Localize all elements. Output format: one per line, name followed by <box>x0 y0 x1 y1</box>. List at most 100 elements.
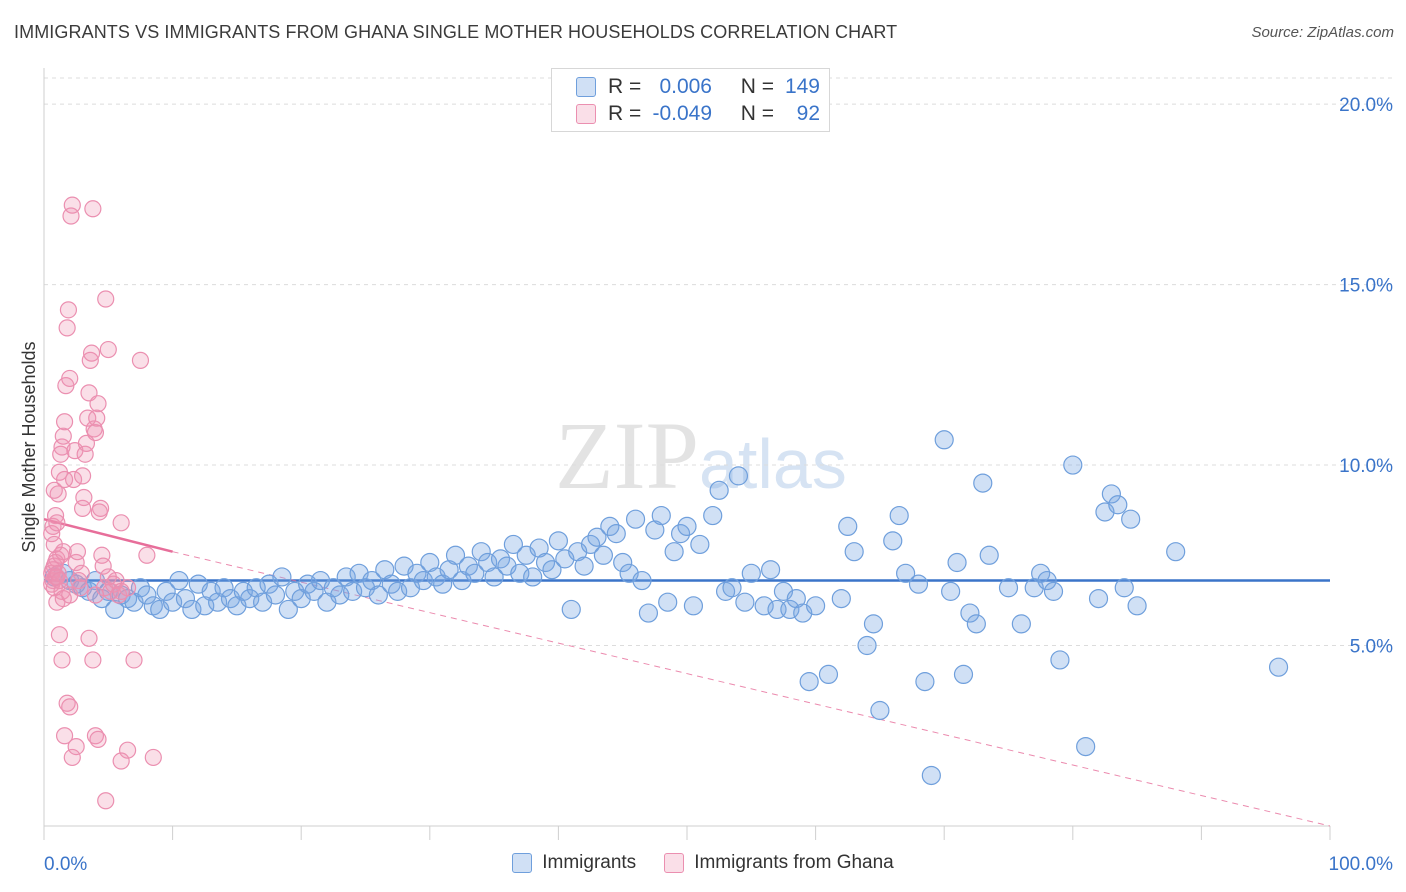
point-immigrants <box>735 592 755 612</box>
point-ghana <box>88 409 106 427</box>
x-tick-label-min: 0.0% <box>44 854 87 875</box>
point-ghana <box>61 698 79 716</box>
data-points <box>43 196 1289 810</box>
legend-r-label: R = <box>608 102 642 125</box>
point-immigrants <box>896 563 916 583</box>
correlation-legend: R = 0.006 N = 149 R = -0.049 N = 92 <box>551 68 830 132</box>
point-immigrants <box>523 567 543 587</box>
point-immigrants <box>471 542 491 562</box>
point-immigrants <box>490 549 511 569</box>
point-immigrants <box>272 567 292 587</box>
point-immigrants <box>1121 509 1141 529</box>
point-ghana <box>75 488 93 507</box>
legend-r-label: R = <box>608 75 642 98</box>
point-ghana <box>89 395 107 413</box>
point-ghana <box>63 748 81 767</box>
point-ghana <box>84 651 102 669</box>
point-immigrants <box>1050 650 1070 670</box>
y-tick-label: 10.0% <box>1339 456 1393 477</box>
point-ghana <box>125 651 143 669</box>
point-ghana <box>45 481 63 499</box>
point-ghana <box>46 506 65 525</box>
point-ghana <box>48 514 66 532</box>
y-tick-label: 20.0% <box>1339 95 1393 116</box>
point-ghana <box>94 557 112 575</box>
point-immigrants <box>548 531 569 551</box>
point-immigrants <box>760 560 781 580</box>
point-immigrants <box>960 603 980 623</box>
point-ghana <box>52 445 70 463</box>
point-ghana <box>97 792 115 810</box>
point-immigrants <box>863 614 884 634</box>
point-ghana <box>55 413 74 431</box>
point-immigrants <box>941 581 961 601</box>
point-immigrants <box>130 578 151 598</box>
point-immigrants <box>214 578 234 598</box>
point-immigrants <box>651 505 671 526</box>
point-immigrants <box>1166 542 1186 562</box>
point-immigrants <box>715 581 736 601</box>
point-immigrants <box>857 635 877 656</box>
point-immigrants <box>883 531 903 551</box>
point-immigrants <box>728 466 749 486</box>
point-immigrants <box>169 570 189 591</box>
point-ghana <box>73 499 92 517</box>
point-immigrants <box>137 585 157 605</box>
point-ghana <box>55 727 74 745</box>
point-immigrants <box>587 527 607 547</box>
point-ghana <box>131 351 150 369</box>
point-immigrants <box>889 505 909 526</box>
series-legend-ghana[interactable]: Immigrants from Ghana <box>664 852 894 874</box>
series-legend-immigrants[interactable]: Immigrants <box>512 852 636 874</box>
point-immigrants <box>1127 596 1147 616</box>
point-ghana <box>54 427 72 445</box>
point-immigrants <box>323 578 343 598</box>
point-ghana <box>55 470 74 489</box>
point-immigrants <box>465 563 485 583</box>
legend-swatch-pink <box>576 104 596 124</box>
point-ghana <box>49 564 67 582</box>
point-immigrants <box>690 534 710 555</box>
point-immigrants <box>503 534 523 555</box>
point-immigrants <box>703 505 723 526</box>
point-ghana <box>138 546 156 564</box>
point-ghana <box>81 351 99 369</box>
point-immigrants <box>407 563 427 583</box>
point-immigrants <box>1114 578 1134 598</box>
point-ghana <box>50 626 69 644</box>
watermark-atlas: atlas <box>699 425 847 503</box>
series-swatch-blue <box>512 853 533 873</box>
point-immigrants <box>445 545 466 565</box>
trend-line-ghana-extension <box>172 551 1331 827</box>
point-immigrants <box>638 603 659 623</box>
point-immigrants <box>998 578 1019 598</box>
trend-line-ghana <box>43 517 173 553</box>
point-ghana <box>45 535 63 554</box>
legend-r-value: 0.006 <box>659 75 712 98</box>
legend-swatch-blue <box>576 77 596 97</box>
trend-lines <box>43 517 1331 827</box>
legend-row-ghana: R = -0.049 N = 92 <box>576 102 820 126</box>
point-immigrants <box>1088 588 1109 609</box>
point-ghana <box>99 340 117 359</box>
legend-r-value: -0.049 <box>652 102 712 125</box>
point-immigrants <box>664 542 684 562</box>
y-axis-label: Single Mother Households <box>19 341 39 552</box>
point-ghana <box>93 546 111 564</box>
point-immigrants <box>658 592 678 612</box>
point-ghana <box>84 200 102 218</box>
point-immigrants <box>908 574 929 594</box>
watermark-zip: ZIP <box>555 402 699 509</box>
point-ghana <box>99 568 117 586</box>
series-label-ghana: Immigrants from Ghana <box>694 852 894 873</box>
point-ghana <box>43 525 61 543</box>
source-label: Source: ZipAtlas.com <box>1251 24 1394 41</box>
point-ghana <box>82 344 101 362</box>
point-ghana <box>97 290 115 308</box>
point-immigrants <box>600 516 620 537</box>
point-ghana <box>112 514 130 532</box>
point-immigrants <box>458 556 478 576</box>
point-ghana <box>73 467 92 485</box>
point-immigrants <box>265 585 286 605</box>
